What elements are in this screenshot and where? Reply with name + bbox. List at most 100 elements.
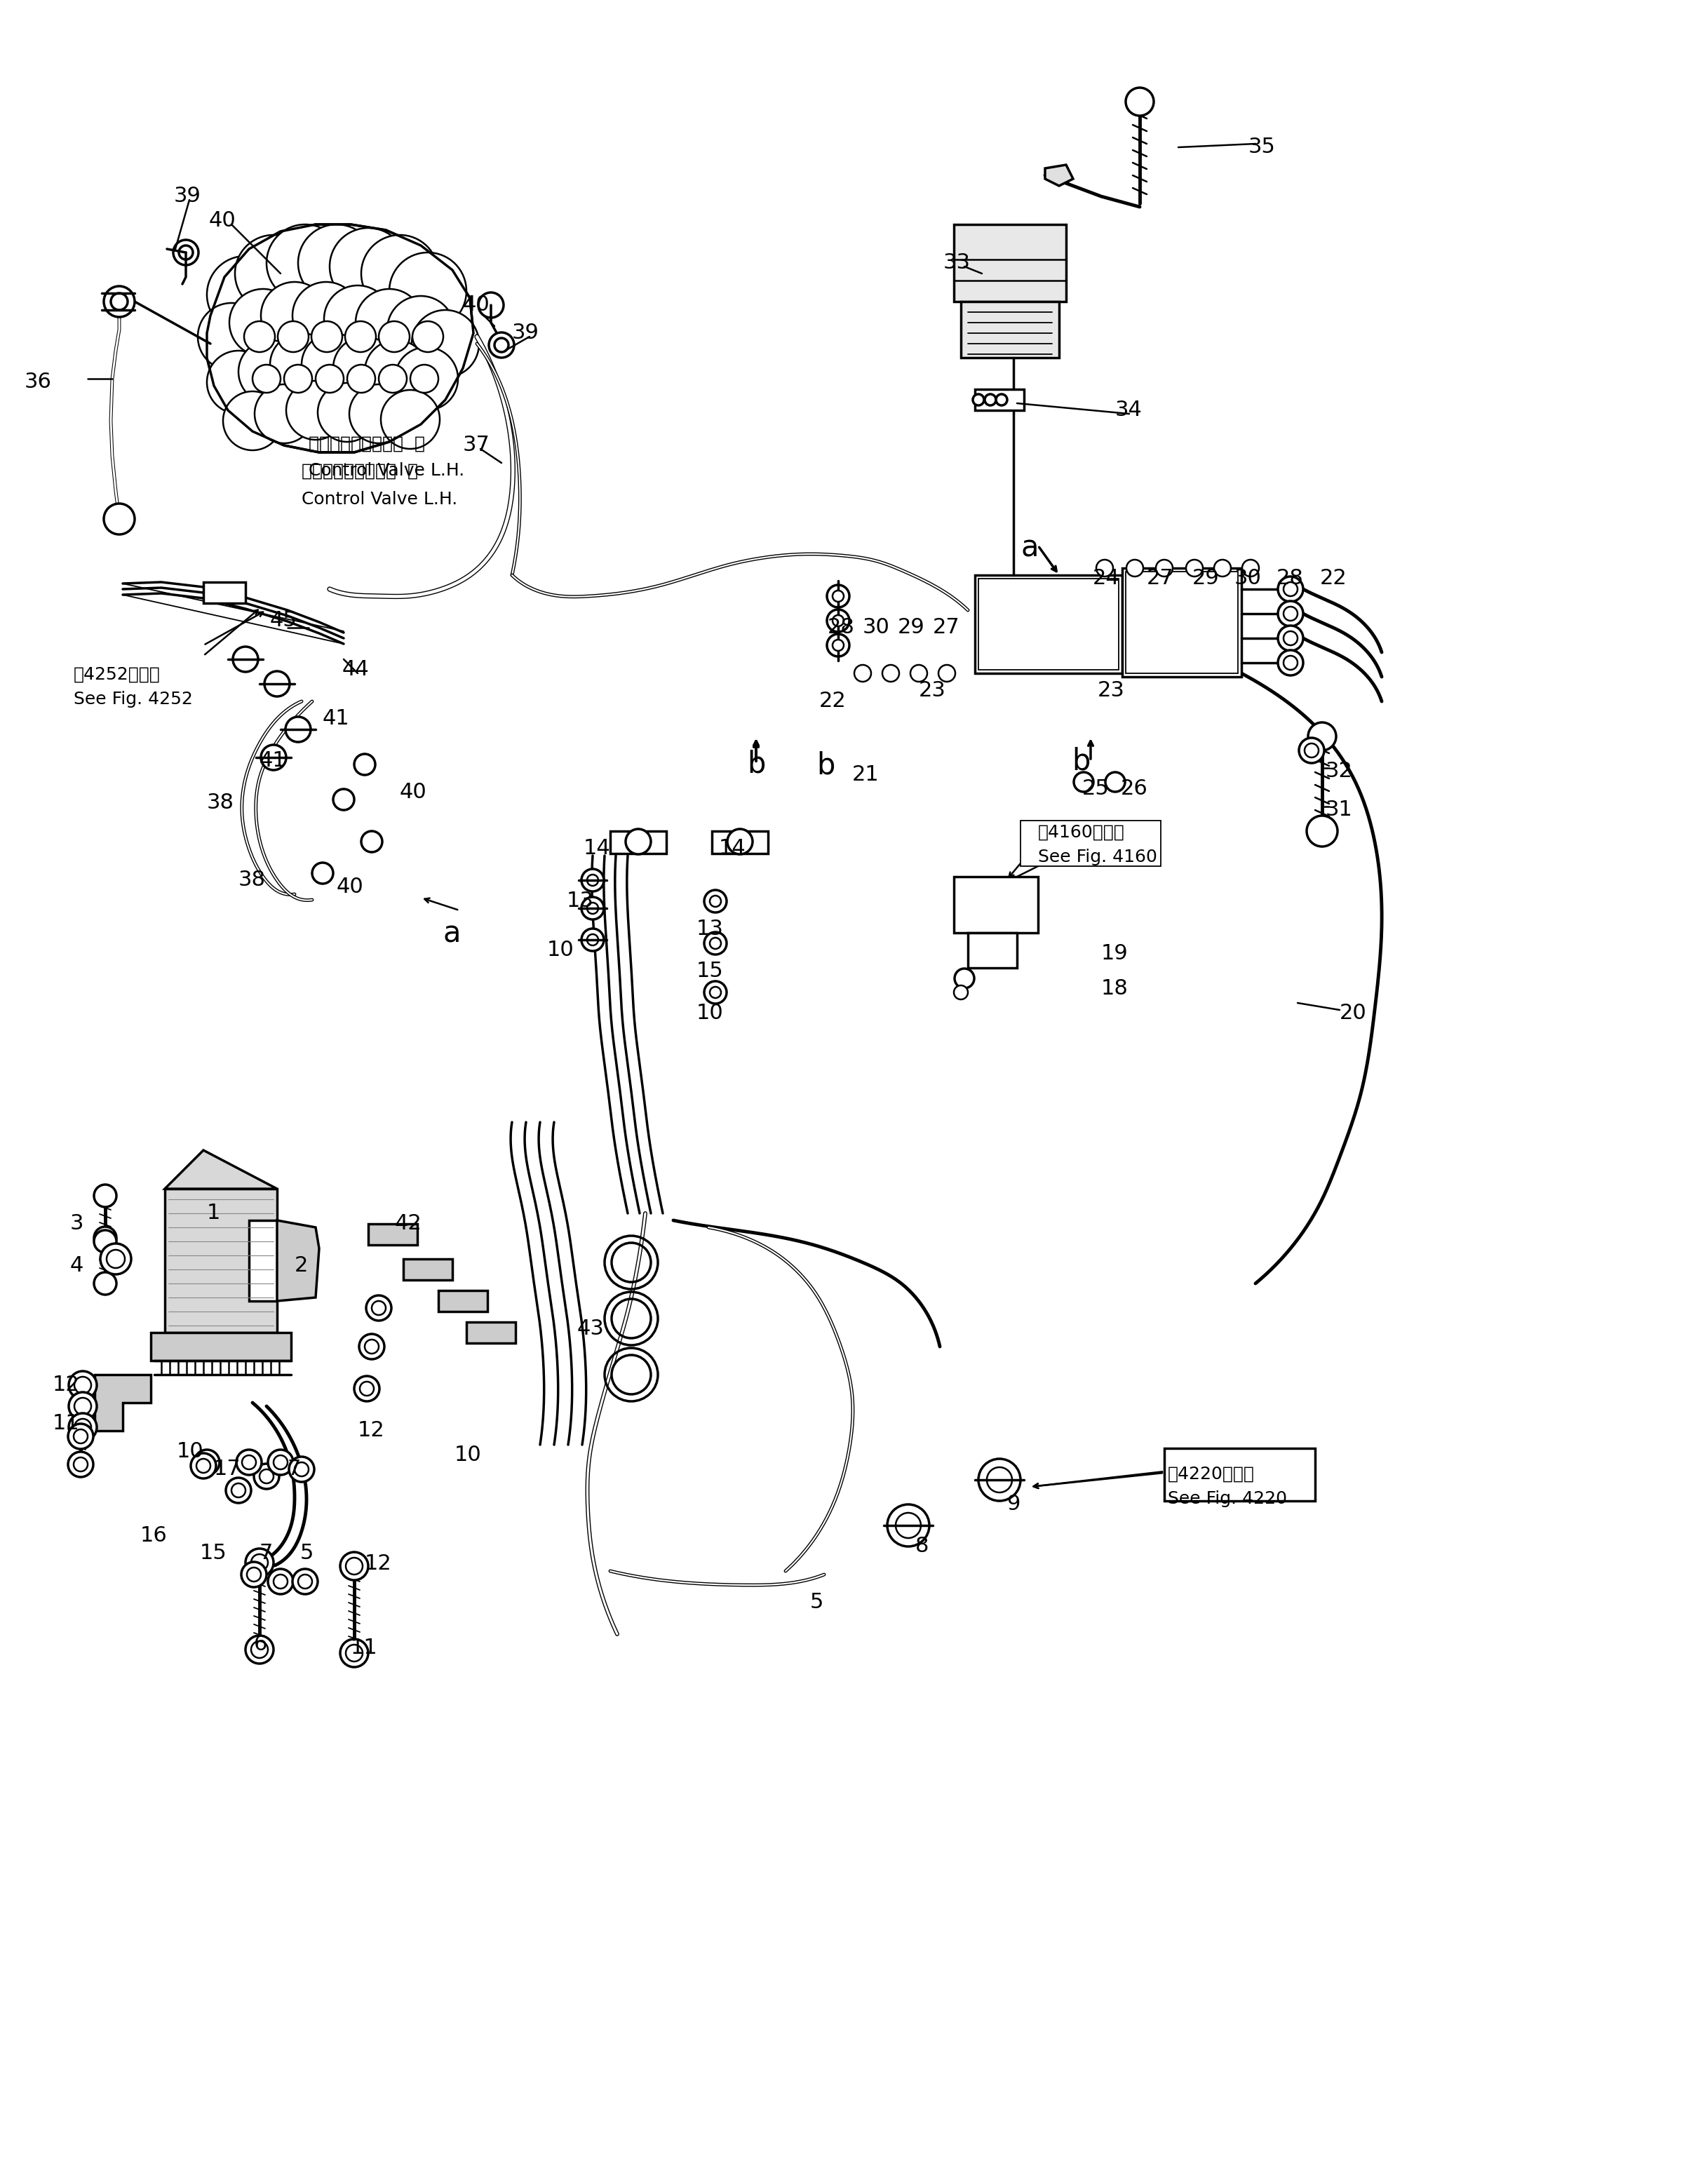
Circle shape [953, 985, 968, 1000]
Circle shape [709, 937, 721, 948]
Circle shape [411, 310, 478, 378]
Text: 20: 20 [1340, 1002, 1367, 1024]
Circle shape [293, 282, 360, 349]
Circle shape [413, 321, 443, 352]
Text: 3: 3 [71, 1214, 84, 1234]
Bar [402, 1258, 453, 1280]
Circle shape [226, 1479, 251, 1503]
Circle shape [330, 227, 408, 306]
Circle shape [379, 365, 408, 393]
Text: 34: 34 [1115, 400, 1142, 419]
Text: 10: 10 [455, 1446, 482, 1465]
Circle shape [365, 341, 428, 404]
Circle shape [259, 1470, 273, 1483]
Text: 38: 38 [239, 869, 266, 891]
Circle shape [222, 391, 281, 450]
Circle shape [355, 288, 423, 356]
Text: 14: 14 [719, 839, 746, 858]
Circle shape [301, 334, 365, 395]
Circle shape [251, 1640, 268, 1658]
Circle shape [340, 1638, 369, 1666]
Text: 5: 5 [300, 1542, 313, 1564]
Polygon shape [1046, 164, 1073, 186]
Bar [1125, 572, 1238, 673]
Text: 12: 12 [357, 1420, 386, 1441]
Circle shape [626, 830, 652, 854]
Circle shape [173, 240, 199, 264]
Circle shape [197, 1459, 210, 1472]
Text: 28: 28 [1276, 568, 1303, 587]
Circle shape [318, 382, 377, 441]
Text: See Fig. 4252: See Fig. 4252 [74, 690, 192, 708]
Circle shape [269, 334, 333, 395]
Bar [152, 1332, 291, 1361]
Circle shape [295, 1463, 308, 1476]
Circle shape [298, 1575, 312, 1588]
Circle shape [111, 293, 128, 310]
Circle shape [704, 933, 726, 954]
Circle shape [1283, 583, 1298, 596]
Bar [1122, 568, 1241, 677]
Text: 12: 12 [52, 1374, 79, 1396]
Circle shape [1307, 815, 1337, 847]
Circle shape [381, 391, 440, 450]
Bar [975, 574, 1122, 673]
Circle shape [394, 347, 458, 411]
Text: 36: 36 [25, 371, 52, 393]
Circle shape [1278, 601, 1303, 627]
Bar [1021, 821, 1160, 867]
Text: 18: 18 [1101, 978, 1128, 998]
Circle shape [704, 891, 726, 913]
Bar [369, 1223, 418, 1245]
Circle shape [1096, 559, 1113, 577]
Circle shape [241, 1562, 266, 1588]
Text: 43: 43 [578, 1319, 605, 1339]
Circle shape [1278, 651, 1303, 675]
Text: 40: 40 [209, 210, 236, 232]
Text: コントロールバルブ  左: コントロールバルブ 左 [301, 463, 418, 480]
Text: 第4220図参照: 第4220図参照 [1167, 1465, 1255, 1483]
Circle shape [1214, 559, 1231, 577]
Circle shape [389, 253, 466, 330]
Circle shape [74, 1376, 91, 1393]
Circle shape [349, 384, 408, 443]
Circle shape [387, 297, 455, 363]
Text: 39: 39 [173, 186, 200, 205]
Circle shape [333, 788, 354, 810]
Circle shape [101, 1243, 131, 1273]
Circle shape [1305, 743, 1319, 758]
Circle shape [290, 1457, 315, 1483]
Circle shape [727, 830, 753, 854]
Circle shape [985, 393, 995, 406]
Circle shape [315, 365, 344, 393]
Text: 2: 2 [295, 1256, 308, 1275]
Circle shape [827, 585, 849, 607]
Circle shape [74, 1398, 91, 1415]
Text: 6: 6 [254, 1634, 268, 1655]
Text: 7: 7 [288, 1459, 301, 1479]
Text: 22: 22 [818, 690, 847, 712]
Circle shape [911, 664, 928, 681]
Text: 29: 29 [1192, 568, 1219, 587]
Circle shape [74, 1428, 88, 1444]
Text: 5: 5 [810, 1592, 823, 1612]
Circle shape [207, 256, 285, 334]
Circle shape [261, 745, 286, 771]
Text: 22: 22 [1320, 568, 1347, 587]
Circle shape [365, 1339, 379, 1354]
Text: 17: 17 [214, 1459, 241, 1479]
Text: 37: 37 [463, 435, 490, 454]
Text: 26: 26 [1122, 778, 1148, 799]
Circle shape [978, 1459, 1021, 1500]
Circle shape [69, 1372, 96, 1400]
Circle shape [1283, 655, 1298, 670]
Circle shape [379, 321, 409, 352]
Text: 30: 30 [1234, 568, 1261, 587]
Text: 15: 15 [200, 1542, 227, 1564]
Text: 28: 28 [827, 618, 855, 638]
Circle shape [197, 304, 264, 371]
Text: 45: 45 [269, 609, 296, 631]
Circle shape [244, 321, 274, 352]
Bar [466, 1321, 515, 1343]
Text: 13: 13 [568, 891, 594, 911]
